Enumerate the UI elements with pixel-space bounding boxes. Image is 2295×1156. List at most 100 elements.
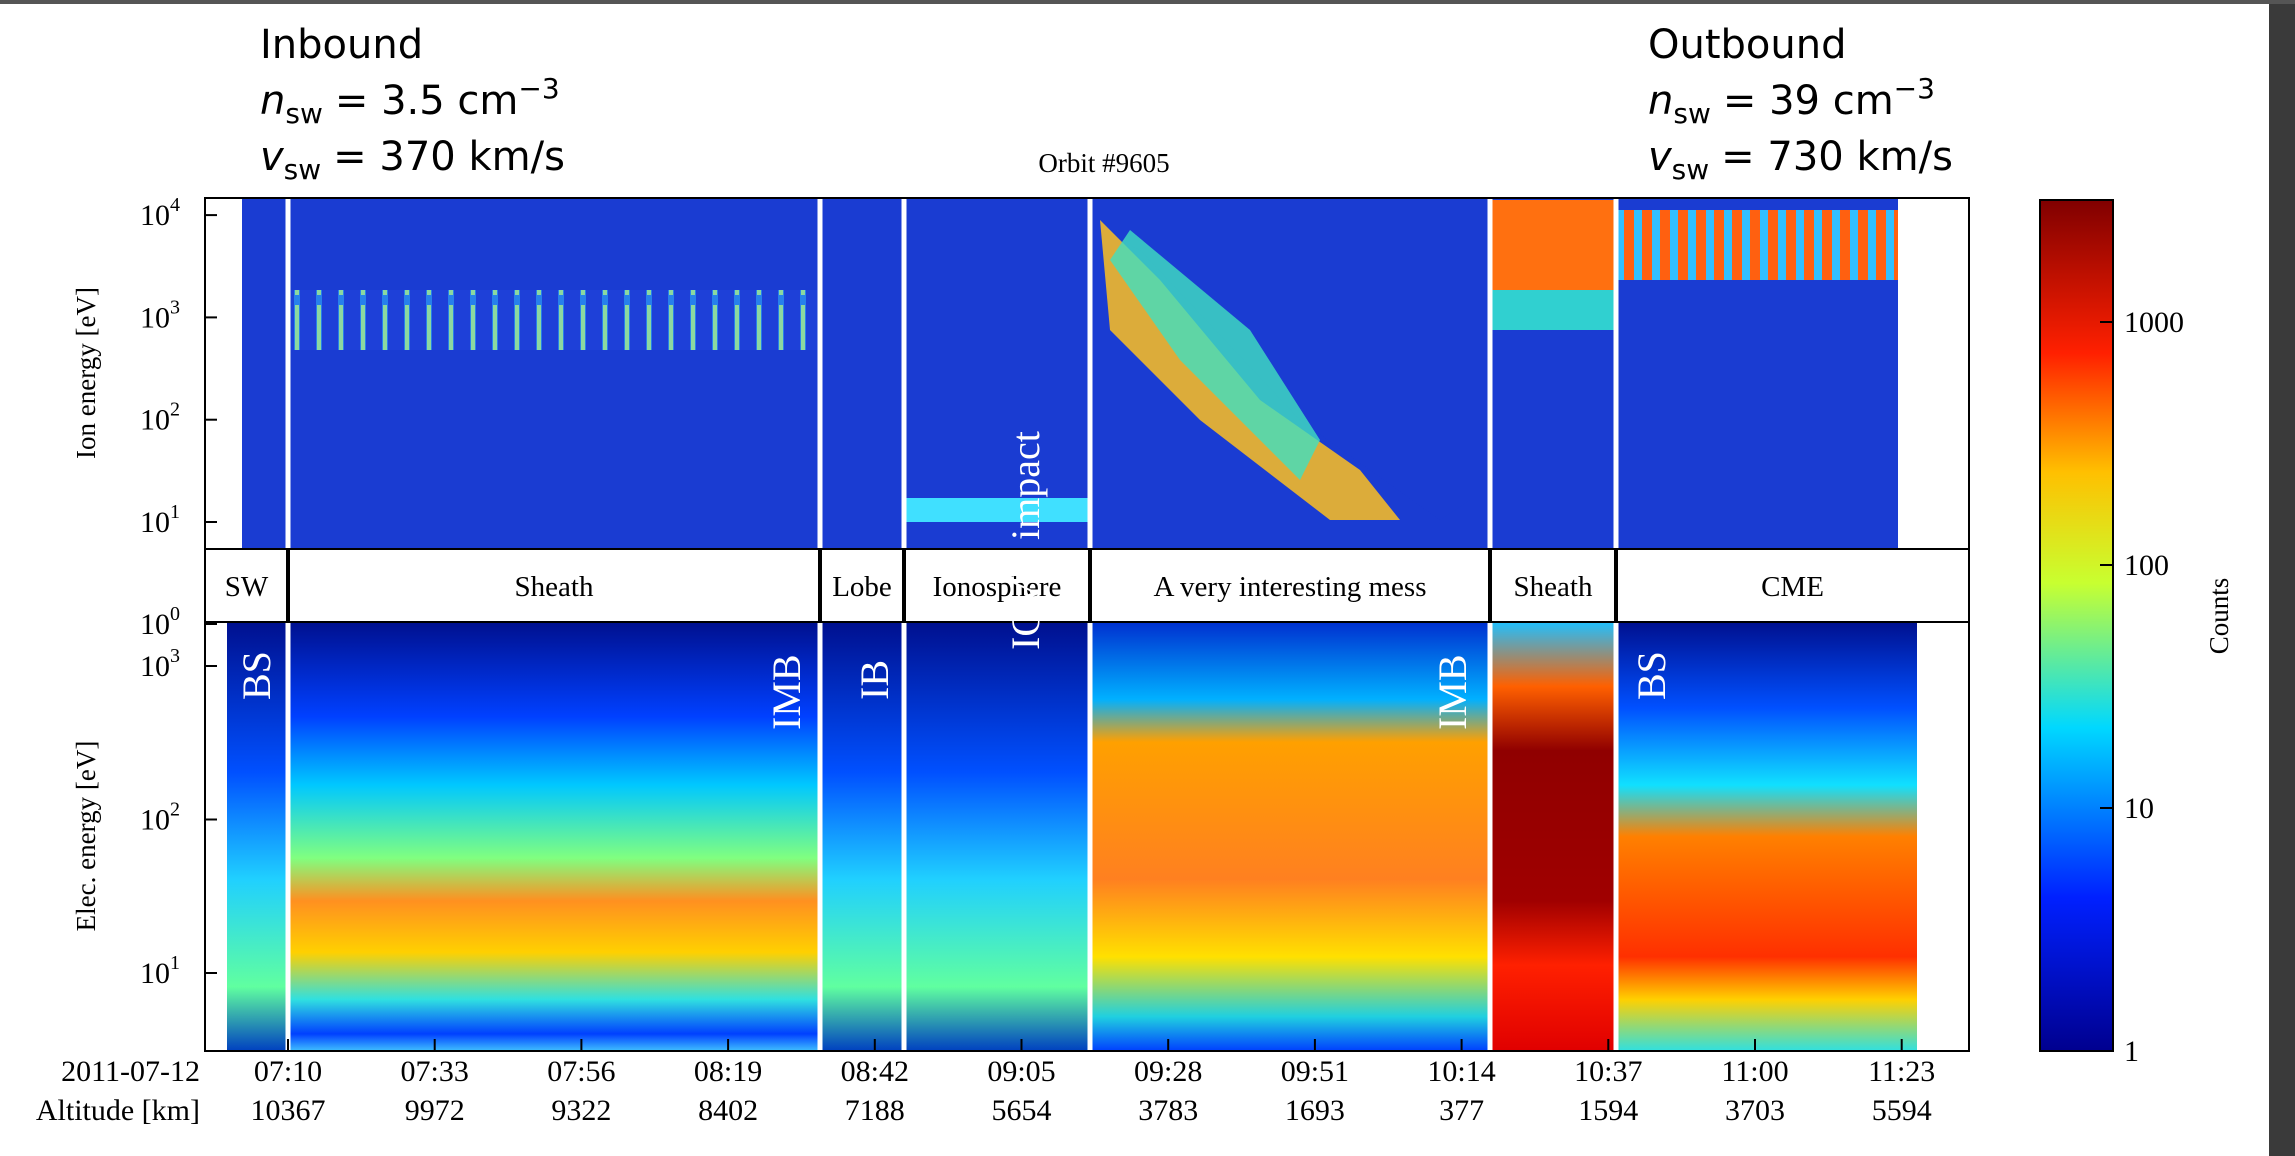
- exponent: 4: [170, 194, 180, 216]
- symbol: n: [260, 78, 285, 124]
- altitude-value: 10367: [251, 1094, 326, 1127]
- boundary-lines: [285, 198, 1619, 1051]
- colorbar-tick-label: 1: [2124, 1035, 2139, 1068]
- value: = 730 km/s: [1721, 134, 1953, 180]
- speed-line: vsw = 730 km/s: [1648, 134, 1953, 186]
- colorbar-tick-label: 10: [2124, 792, 2154, 825]
- density-line: nsw = 3.5 cm−3: [260, 72, 560, 130]
- elec-y-tick-label: 103: [140, 645, 180, 683]
- region-label: SW: [225, 571, 269, 603]
- altitude-value: 1693: [1285, 1094, 1345, 1127]
- band-tick-label: 100: [140, 603, 180, 641]
- header-title: Outbound: [1648, 22, 1846, 68]
- subscript: sw: [1672, 153, 1710, 186]
- exponent: 2: [170, 799, 180, 821]
- base: 10: [140, 650, 170, 683]
- boundary-annotation: ICME impact: [1003, 431, 1048, 650]
- altitude-value: 5654: [992, 1094, 1052, 1127]
- value: = 39 cm: [1723, 78, 1894, 124]
- time-label: 08:42: [841, 1055, 909, 1088]
- subscript: sw: [1673, 97, 1711, 130]
- ion-y-label: Ion energy [eV]: [71, 287, 101, 459]
- time-label: 07:56: [547, 1055, 615, 1088]
- subscript: sw: [285, 97, 323, 130]
- region-separators: [286, 549, 1618, 622]
- elec-spectrogram: [227, 622, 1917, 1051]
- time-label: 09:05: [987, 1055, 1055, 1088]
- ion-spectrogram: [242, 198, 1898, 549]
- time-label: 11:00: [1721, 1055, 1788, 1088]
- time-label: 10:14: [1427, 1055, 1495, 1088]
- altitude-value: 3703: [1725, 1094, 1785, 1127]
- colorbar-tick-label: 100: [2124, 549, 2169, 582]
- value: = 3.5 cm: [335, 78, 519, 124]
- time-label: 07:33: [401, 1055, 469, 1088]
- elec-y-tick-label: 101: [140, 952, 180, 990]
- slide-edge: [2269, 0, 2295, 1156]
- header-title: Inbound: [260, 22, 423, 68]
- base: 10: [140, 804, 170, 837]
- region-label: Sheath: [515, 571, 594, 603]
- time-label: 09:28: [1134, 1055, 1202, 1088]
- region-label: Sheath: [1514, 571, 1593, 603]
- time-label: 07:10: [254, 1055, 322, 1088]
- symbol: v: [1648, 134, 1673, 180]
- exponent: 1: [170, 501, 180, 523]
- boundary-annotation: IMB: [1430, 654, 1475, 730]
- altitude-value: 3783: [1138, 1094, 1198, 1127]
- orbit-title: Orbit #9605: [1038, 148, 1169, 178]
- boundary-annotation: IB: [852, 660, 897, 700]
- slide-edge: [0, 0, 2295, 4]
- base: 10: [140, 404, 170, 437]
- time-label: 11:23: [1868, 1055, 1935, 1088]
- boundary-annotation: IMB: [764, 654, 809, 730]
- exponent: 0: [170, 603, 180, 625]
- altitude-value: 8402: [698, 1094, 758, 1127]
- ion-y-tick-label: 101: [140, 501, 180, 539]
- time-label: 08:19: [694, 1055, 762, 1088]
- region-label: A very interesting mess: [1153, 571, 1426, 603]
- base: 10: [140, 506, 170, 539]
- altitude-value: 7188: [845, 1094, 905, 1127]
- boundary-annotation: BS: [1629, 651, 1674, 700]
- colorbar: [2039, 199, 2114, 1052]
- altitude-value: 9972: [405, 1094, 465, 1127]
- elec-y-tick-label: 102: [140, 799, 180, 837]
- ion-y-tick-label: 103: [140, 296, 180, 334]
- symbol: n: [1648, 78, 1673, 124]
- exponent: 3: [170, 645, 180, 667]
- subscript: sw: [284, 153, 322, 186]
- exponent: −3: [518, 72, 559, 105]
- speed-line: vsw = 370 km/s: [260, 134, 565, 186]
- density-line: nsw = 39 cm−3: [1648, 72, 1935, 130]
- region-label: Ionosphere: [933, 571, 1062, 603]
- base: 10: [140, 957, 170, 990]
- exponent: −3: [1894, 72, 1935, 105]
- symbol: v: [260, 134, 285, 180]
- base: 10: [140, 301, 170, 334]
- region-label: CME: [1761, 571, 1824, 603]
- time-label: 10:37: [1574, 1055, 1642, 1088]
- exponent: 1: [170, 952, 180, 974]
- altitude-value: 9322: [551, 1094, 611, 1127]
- date-label: 2011-07-12: [61, 1055, 200, 1088]
- exponent: 3: [170, 296, 180, 318]
- time-label: 09:51: [1281, 1055, 1349, 1088]
- value: = 370 km/s: [333, 134, 565, 180]
- boundary-annotation: BS: [234, 651, 279, 700]
- elec-y-label: Elec. energy [eV]: [71, 741, 101, 932]
- ion-y-tick-label: 102: [140, 399, 180, 437]
- panel-frames: [204, 197, 1970, 1052]
- altitude-value: 5594: [1872, 1094, 1932, 1127]
- exponent: 2: [170, 399, 180, 421]
- ion-y-tick-label: 104: [140, 194, 180, 232]
- altitude-value: 1594: [1578, 1094, 1638, 1127]
- base: 10: [140, 608, 170, 641]
- base: 10: [140, 199, 170, 232]
- altitude-value: 377: [1439, 1094, 1484, 1127]
- colorbar-label: Counts: [2204, 578, 2234, 655]
- colorbar-tick-label: 1000: [2124, 306, 2184, 339]
- region-label: Lobe: [832, 571, 892, 603]
- altitude-label: Altitude [km]: [36, 1094, 200, 1127]
